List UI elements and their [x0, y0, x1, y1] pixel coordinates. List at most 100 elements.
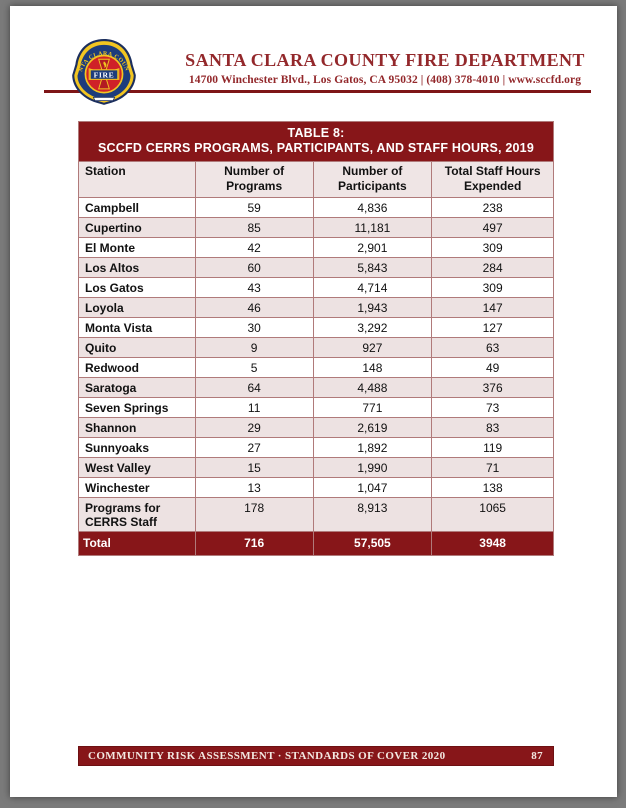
hours-cell: 284 [431, 257, 554, 278]
station-cell: Los Altos [78, 257, 196, 278]
programs-cell: 59 [194, 197, 314, 218]
hours-cell: 376 [431, 377, 554, 398]
table-row: Redwood 5 148 49 [78, 357, 554, 378]
station-cell: Shannon [78, 417, 196, 438]
total-hours-cell: 3948 [431, 531, 554, 556]
col-header-programs: Number of Programs [194, 161, 314, 198]
hours-cell: 119 [431, 437, 554, 458]
participants-cell: 4,836 [312, 197, 433, 218]
header-text-block: SANTA CLARA COUNTY FIRE DEPARTMENT 14700… [170, 50, 600, 86]
programs-cell: 27 [194, 437, 314, 458]
programs-cell: 64 [194, 377, 314, 398]
station-cell: Campbell [78, 197, 196, 218]
table-row: Seven Springs 11 771 73 [78, 397, 554, 418]
station-cell: West Valley [78, 457, 196, 478]
table-row: Cupertino 85 11,181 497 [78, 217, 554, 238]
hours-cell: 309 [431, 237, 554, 258]
hours-cell: 49 [431, 357, 554, 378]
programs-cell: 43 [194, 277, 314, 298]
header-divider-rule [44, 90, 591, 93]
station-cell: Saratoga [78, 377, 196, 398]
table-row: El Monte 42 2,901 309 [78, 237, 554, 258]
footer-title: COMMUNITY RISK ASSESSMENT · STANDARDS OF… [88, 750, 446, 762]
programs-cell: 60 [194, 257, 314, 278]
station-cell: Cupertino [78, 217, 196, 238]
table-8-container: TABLE 8: SCCFD CERRS PROGRAMS, PARTICIPA… [78, 121, 554, 556]
participants-cell: 4,488 [312, 377, 433, 398]
hours-cell: 138 [431, 477, 554, 498]
hours-cell: 238 [431, 197, 554, 218]
station-cell: Sunnyoaks [78, 437, 196, 458]
table-row: Los Altos 60 5,843 284 [78, 257, 554, 278]
station-cell: Winchester [78, 477, 196, 498]
table-row: Saratoga 64 4,488 376 [78, 377, 554, 398]
programs-cell: 15 [194, 457, 314, 478]
participants-cell: 148 [312, 357, 433, 378]
table-total-row: Total 716 57,505 3948 [78, 531, 554, 556]
table-row: Shannon 29 2,619 83 [78, 417, 554, 438]
station-cell: Seven Springs [78, 397, 196, 418]
table-row: Monta Vista 30 3,292 127 [78, 317, 554, 338]
table-row: Winchester 13 1,047 138 [78, 477, 554, 498]
table-row: Sunnyoaks 27 1,892 119 [78, 437, 554, 458]
participants-cell: 1,990 [312, 457, 433, 478]
participants-cell: 3,292 [312, 317, 433, 338]
table-row: West Valley 15 1,990 71 [78, 457, 554, 478]
programs-cell: 85 [194, 217, 314, 238]
table-row: Loyola 46 1,943 147 [78, 297, 554, 318]
station-cell: Monta Vista [78, 317, 196, 338]
total-programs-cell: 716 [194, 531, 314, 556]
fire-department-badge-icon: SANTA CLARA COUNTY FIRE [70, 38, 136, 105]
programs-cell: 46 [194, 297, 314, 318]
hours-cell: 63 [431, 337, 554, 358]
participants-cell: 2,619 [312, 417, 433, 438]
station-cell: Quito [78, 337, 196, 358]
table-row: Quito 9 927 63 [78, 337, 554, 358]
participants-cell: 1,047 [312, 477, 433, 498]
total-label-cell: Total [78, 531, 196, 556]
programs-cell: 178 [194, 497, 314, 532]
programs-cell: 13 [194, 477, 314, 498]
cerrs-programs-table: TABLE 8: SCCFD CERRS PROGRAMS, PARTICIPA… [78, 121, 554, 556]
participants-cell: 1,943 [312, 297, 433, 318]
participants-cell: 5,843 [312, 257, 433, 278]
table-title-line2: SCCFD CERRS PROGRAMS, PARTICIPANTS, AND … [98, 141, 534, 155]
hours-cell: 1065 [431, 497, 554, 532]
hours-cell: 127 [431, 317, 554, 338]
table-row: Los Gatos 43 4,714 309 [78, 277, 554, 298]
hours-cell: 147 [431, 297, 554, 318]
participants-cell: 771 [312, 397, 433, 418]
total-participants-cell: 57,505 [312, 531, 433, 556]
page-footer-bar: COMMUNITY RISK ASSESSMENT · STANDARDS OF… [78, 746, 554, 766]
page-header: SANTA CLARA COUNTY FIRE SANTA CLARA COUN… [10, 6, 617, 118]
department-address: 14700 Winchester Blvd., Los Gatos, CA 95… [188, 74, 582, 86]
station-cell: Los Gatos [78, 277, 196, 298]
station-cell: Redwood [78, 357, 196, 378]
participants-cell: 1,892 [312, 437, 433, 458]
department-name: SANTA CLARA COUNTY FIRE DEPARTMENT [185, 50, 585, 70]
programs-cell: 30 [194, 317, 314, 338]
programs-cell: 11 [194, 397, 314, 418]
participants-cell: 2,901 [312, 237, 433, 258]
hours-cell: 309 [431, 277, 554, 298]
station-cell: Loyola [78, 297, 196, 318]
hours-cell: 71 [431, 457, 554, 478]
programs-cell: 29 [194, 417, 314, 438]
hours-cell: 83 [431, 417, 554, 438]
table-title: TABLE 8: SCCFD CERRS PROGRAMS, PARTICIPA… [78, 121, 554, 162]
programs-cell: 5 [194, 357, 314, 378]
participants-cell: 8,913 [312, 497, 433, 532]
hours-cell: 73 [431, 397, 554, 418]
hours-cell: 497 [431, 217, 554, 238]
participants-cell: 11,181 [312, 217, 433, 238]
col-header-participants: Number of Participants [312, 161, 433, 198]
table-row: Programs for CERRS Staff 178 8,913 1065 [78, 497, 554, 532]
col-header-staff-hours: Total Staff Hours Expended [431, 161, 554, 198]
table-title-line1: TABLE 8: [287, 126, 345, 140]
participants-cell: 4,714 [312, 277, 433, 298]
badge-fire-text: FIRE [94, 70, 115, 79]
col-header-station: Station [78, 161, 196, 198]
table-header-row: Station Number of Programs Number of Par… [78, 161, 554, 198]
programs-cell: 42 [194, 237, 314, 258]
